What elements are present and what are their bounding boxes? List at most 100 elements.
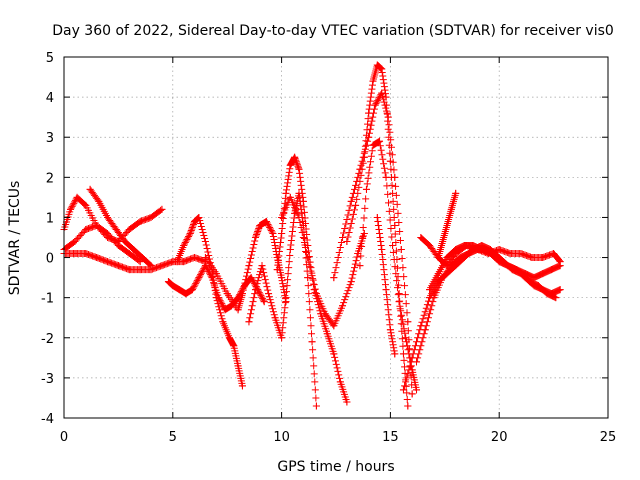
- data-point: [104, 258, 112, 266]
- y-tick-label: -1: [41, 292, 54, 307]
- data-point: [526, 278, 534, 286]
- data-point: [456, 254, 464, 262]
- x-tick-label: 25: [600, 430, 617, 445]
- data-point: [256, 221, 264, 229]
- data-point: [347, 197, 355, 205]
- data-point: [330, 350, 338, 358]
- data-point: [273, 266, 281, 274]
- series-track-q: [417, 234, 564, 270]
- data-point: [469, 242, 477, 250]
- data-point: [539, 254, 547, 262]
- data-point: [421, 326, 429, 334]
- data-point: [460, 242, 468, 250]
- data-point: [556, 286, 564, 294]
- data-point: [104, 229, 112, 237]
- x-tick-label: 20: [491, 430, 508, 445]
- data-point: [543, 290, 551, 298]
- data-point: [417, 234, 425, 241]
- data-point: [71, 250, 79, 258]
- data-point: [373, 213, 381, 221]
- series-track-g: [201, 217, 290, 314]
- data-point: [245, 318, 253, 326]
- data-point: [504, 262, 512, 270]
- data-point: [201, 238, 209, 246]
- data-point: [286, 161, 294, 169]
- data-point: [339, 234, 347, 241]
- data-point: [273, 254, 281, 262]
- data-point: [82, 250, 90, 258]
- data-point: [402, 334, 410, 342]
- data-point: [547, 266, 555, 274]
- data-point: [386, 157, 394, 165]
- y-axis-label: SDTVAR / TECUs: [7, 181, 23, 296]
- data-point: [323, 330, 331, 338]
- data-point: [365, 109, 373, 117]
- series-markers: [413, 246, 560, 366]
- series-track-b: [60, 221, 144, 266]
- data-point: [539, 270, 547, 278]
- data-point: [330, 322, 338, 330]
- data-point: [136, 258, 144, 266]
- data-point: [478, 246, 486, 254]
- x-tick-label: 0: [60, 430, 68, 445]
- data-point: [339, 302, 347, 310]
- data-point: [136, 266, 144, 274]
- data-point: [389, 242, 397, 250]
- data-point: [336, 378, 344, 386]
- data-point: [376, 137, 384, 145]
- data-point: [282, 189, 290, 197]
- data-point: [513, 266, 521, 274]
- y-tick-label: 5: [46, 51, 54, 66]
- data-point: [93, 221, 101, 229]
- data-point: [278, 334, 286, 342]
- series-markers: [343, 61, 412, 410]
- data-point: [245, 262, 253, 270]
- data-point: [521, 270, 529, 278]
- data-point: [147, 266, 155, 274]
- data-point: [182, 290, 190, 298]
- data-point: [86, 185, 94, 193]
- plot-frame: [63, 56, 609, 419]
- data-point: [439, 238, 447, 246]
- data-point: [443, 221, 451, 229]
- data-point: [530, 274, 538, 282]
- data-point: [384, 113, 392, 121]
- data-point: [269, 229, 277, 237]
- data-point: [191, 217, 199, 225]
- y-tick-label: 1: [46, 211, 54, 226]
- data-point: [223, 290, 231, 298]
- data-point: [434, 270, 442, 278]
- data-point: [247, 274, 255, 282]
- x-tick-label: 15: [382, 430, 399, 445]
- data-point: [260, 298, 268, 306]
- data-point: [164, 278, 172, 286]
- data-point: [321, 310, 329, 318]
- chart-title: Day 360 of 2022, Sidereal Day-to-day VTE…: [52, 23, 614, 39]
- series-track-h: [245, 189, 320, 410]
- data-point: [517, 250, 525, 258]
- data-point: [251, 286, 259, 294]
- data-point: [158, 262, 166, 270]
- x-tick-label: 10: [273, 430, 290, 445]
- data-point: [230, 342, 238, 350]
- data-point: [382, 173, 390, 181]
- data-point: [147, 213, 155, 221]
- data-point: [278, 229, 286, 237]
- data-point: [238, 382, 246, 390]
- data-point: [397, 246, 405, 254]
- data-point: [212, 294, 220, 302]
- data-point: [258, 262, 266, 270]
- data-point: [556, 262, 564, 270]
- data-point: [395, 298, 403, 306]
- data-point: [234, 362, 242, 370]
- data-point: [550, 250, 558, 258]
- data-point: [369, 77, 377, 85]
- data-point: [391, 350, 399, 358]
- data-markers: [60, 61, 564, 410]
- data-point: [114, 262, 122, 270]
- data-point: [465, 250, 473, 258]
- data-point: [413, 386, 421, 394]
- data-point: [282, 294, 290, 302]
- series-track-r: [426, 242, 564, 294]
